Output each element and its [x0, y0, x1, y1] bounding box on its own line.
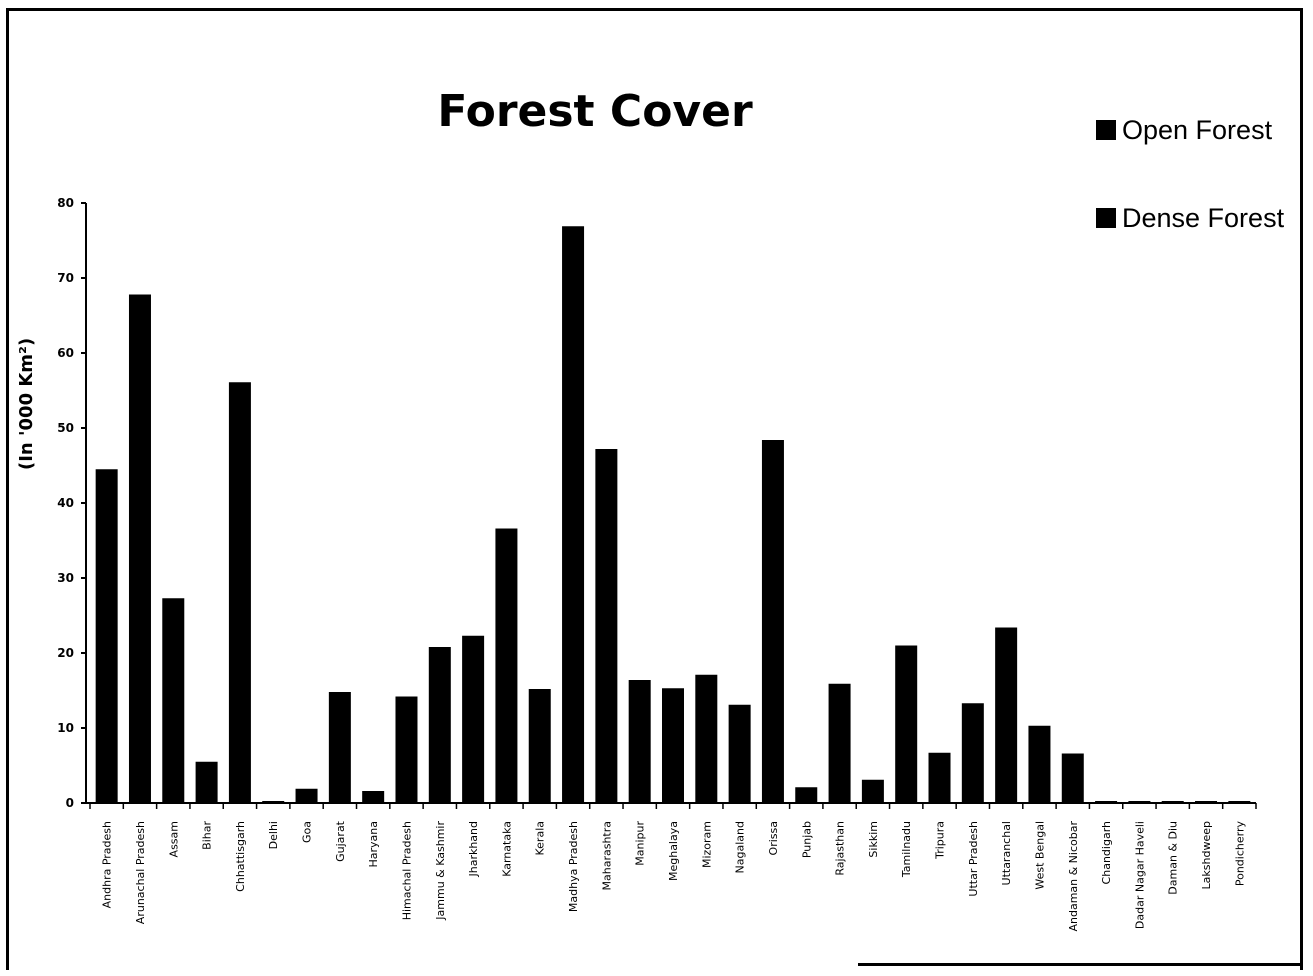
x-tick-label: Sikkim [867, 821, 880, 858]
bar [1228, 801, 1251, 803]
bar [761, 440, 784, 803]
x-tick-label: Delhi [267, 821, 280, 849]
bar [728, 704, 751, 803]
x-tick-label: Nagaland [734, 821, 747, 873]
legend-swatch-dense-forest [1096, 208, 1116, 228]
x-tick-label: Punjab [800, 821, 813, 858]
x-tick-label: Tamilnadu [900, 821, 913, 878]
x-tick-label: Himachal Pradesh [400, 821, 413, 920]
x-tick-label: Uttaranchal [1000, 821, 1013, 885]
bar [295, 788, 318, 803]
bar [961, 703, 984, 803]
y-tick-label: 0 [66, 796, 74, 810]
bar [662, 688, 684, 803]
legend-item-dense-forest: Dense Forest [1096, 198, 1284, 238]
bar [328, 692, 351, 803]
x-tick-label: Manipur [634, 821, 647, 866]
bar [528, 689, 551, 803]
x-tick-label: Meghalaya [667, 821, 680, 881]
bar [362, 791, 385, 803]
legend-label-open-forest: Open Forest [1122, 114, 1273, 145]
y-tick-label: 20 [57, 646, 74, 660]
x-tick-label: Lakshdweep [1200, 821, 1213, 889]
bar [1061, 753, 1084, 803]
x-tick-label: West Bengal [1033, 821, 1046, 890]
bar [395, 696, 418, 803]
bar [195, 761, 218, 803]
bar [1128, 801, 1151, 803]
bar [495, 528, 518, 803]
bar [562, 226, 585, 803]
x-tick-label: Andaman & Nicobar [1067, 821, 1080, 932]
bar [595, 449, 618, 803]
x-tick-label: Jammu & Kashmir [434, 821, 447, 921]
x-tick-label: Daman & Diu [1167, 821, 1180, 895]
frame-bottom-line [858, 963, 1303, 966]
x-tick-label: Chhattisgarh [234, 821, 247, 892]
legend-item-open-forest: Open Forest [1096, 110, 1284, 150]
x-tick-label: Karnataka [500, 821, 513, 877]
bar [1095, 801, 1118, 803]
bar [628, 680, 651, 803]
x-tick-label: Haryana [367, 821, 380, 868]
x-tick-label: Madhya Pradesh [567, 821, 580, 912]
x-tick-label: Assam [167, 821, 180, 857]
bar [1161, 801, 1184, 803]
chart-title: Forest Cover [437, 86, 753, 137]
y-tick-label: 30 [57, 571, 74, 585]
x-tick-label: Arunachal Pradesh [134, 821, 147, 924]
x-tick-label: Andhra Pradesh [101, 821, 114, 908]
y-tick-label: 70 [57, 271, 74, 285]
y-tick-label: 40 [57, 496, 74, 510]
bar [995, 627, 1018, 803]
x-tick-label: Goa [301, 821, 314, 843]
x-tick-label: Dadar Nagar Haveli [1133, 821, 1146, 929]
legend-label-dense-forest: Dense Forest [1122, 202, 1285, 233]
y-tick-label: 60 [57, 346, 74, 360]
bar [462, 635, 485, 803]
bar [162, 598, 185, 803]
x-tick-label: Orissa [767, 821, 780, 855]
bar [128, 294, 151, 803]
x-tick-label: Gujarat [334, 820, 347, 862]
bar [795, 787, 818, 803]
bar [861, 779, 884, 803]
bar [428, 647, 451, 803]
x-tick-label: Tripura [934, 821, 947, 860]
x-tick-label: Kerala [534, 821, 547, 856]
x-tick-label: Mizoram [700, 821, 713, 868]
bar [228, 382, 251, 803]
bar [1028, 725, 1051, 803]
bar [1195, 801, 1218, 803]
y-tick-label: 50 [57, 421, 74, 435]
chart-frame [6, 8, 1303, 970]
bar [928, 752, 951, 803]
x-tick-label: Jharkhand [467, 821, 480, 878]
x-tick-label: Pondicherry [1233, 821, 1246, 887]
bar [895, 645, 918, 803]
x-tick-label: Chandigarh [1100, 821, 1113, 884]
y-tick-label: 10 [57, 721, 74, 735]
x-tick-label: Rajasthan [834, 821, 847, 876]
bar [262, 801, 285, 803]
bar [95, 469, 118, 803]
y-tick-label: 80 [57, 196, 74, 210]
bar [828, 683, 851, 803]
legend-swatch-open-forest [1096, 120, 1116, 140]
bar [695, 674, 718, 803]
x-tick-label: Uttar Pradesh [967, 821, 980, 897]
x-tick-label: Bihar [201, 821, 214, 850]
x-tick-label: Maharashtra [600, 821, 613, 891]
legend: Open Forest Dense Forest [1096, 110, 1284, 238]
